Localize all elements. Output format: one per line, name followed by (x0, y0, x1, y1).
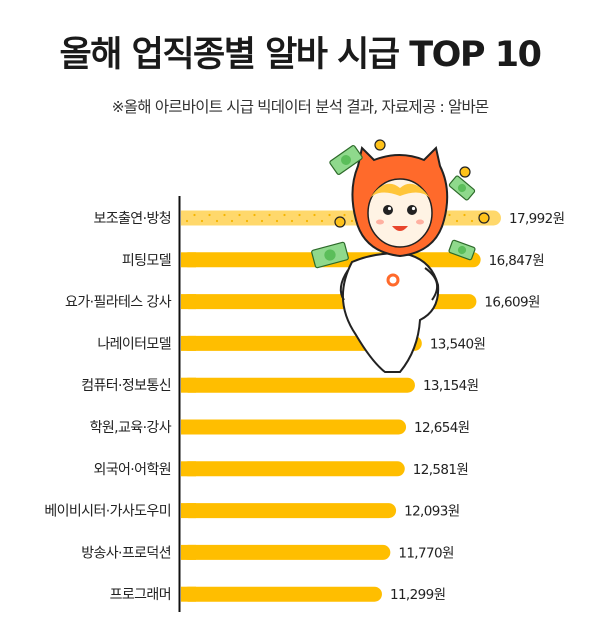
bar-texture-dot (455, 219, 459, 223)
mascot-eye-left (383, 205, 393, 215)
bar-5 (181, 377, 415, 393)
bar-texture-dot (223, 213, 226, 217)
coin-icon (478, 212, 490, 224)
bar-texture-dot (185, 219, 189, 223)
money-bill-center (457, 183, 467, 193)
bar-texture-dot (283, 213, 286, 217)
category-label: 학원,교육·강사 (90, 420, 172, 436)
category-label: 베이비시터·가사도우미 (44, 504, 171, 520)
bar-texture-dot (305, 219, 309, 223)
coin-icon (459, 166, 471, 178)
category-label: 방송사·프로덕션 (81, 545, 171, 561)
coin-icon (334, 216, 346, 228)
bar-9-left-cap (181, 544, 196, 560)
bar-texture-dot (350, 219, 354, 223)
mascot-hair (370, 183, 430, 198)
mascot-cheek (416, 219, 424, 225)
bar-texture-dot (343, 213, 346, 217)
mascot-arm-right (424, 267, 439, 301)
bar-8-left-cap (181, 503, 196, 519)
bar-texture-dot (208, 213, 211, 217)
bar-texture-dot (230, 219, 234, 223)
value-label: 17,992원 (509, 211, 564, 227)
category-label: 프로그래머 (110, 587, 171, 603)
bar-texture-dot (328, 213, 331, 217)
bar-texture-dot (200, 219, 204, 223)
value-label: 12,093원 (404, 504, 459, 520)
bar-texture-dot (260, 219, 264, 223)
bar-8 (181, 503, 397, 519)
coin-icon (374, 139, 386, 151)
value-label: 13,540원 (430, 336, 485, 352)
bar-2-left-cap (181, 252, 196, 268)
bar-texture-dot (268, 213, 271, 217)
bar-texture-dot (245, 219, 249, 223)
value-label: 11,770원 (398, 545, 453, 561)
category-label: 나레이터모델 (97, 336, 171, 352)
value-label: 13,154원 (423, 378, 478, 394)
bar-7 (181, 461, 405, 477)
mascot-eye-right (407, 205, 417, 215)
money-bill-center (324, 249, 336, 261)
mascot-face (367, 178, 433, 248)
bar-texture-dot (290, 219, 294, 223)
value-label: 12,654원 (414, 420, 469, 436)
bar-5-left-cap (181, 377, 196, 393)
category-label: 컴퓨터·정보통신 (81, 378, 171, 394)
mascot-mouth (392, 226, 408, 231)
money-bill-center (457, 245, 467, 255)
bar-3-left-cap (181, 294, 196, 310)
value-labels: 17,992원 16,847원 16,609원 13,540원 13,154원 12,65… (390, 211, 565, 603)
category-label: 피팅모델 (122, 253, 171, 269)
bar-texture-dot (463, 213, 466, 217)
bar-texture-dot (313, 213, 316, 217)
bar-texture-dot (470, 219, 474, 223)
mascot-arm-left (339, 269, 349, 301)
money-bill-icon (311, 241, 349, 269)
bar-6-left-cap (181, 419, 196, 435)
bar-9 (181, 544, 391, 560)
bar-texture-dot (275, 219, 279, 223)
bar-7-left-cap (181, 461, 196, 477)
bar-6 (181, 419, 407, 435)
mascot-eye-shine (387, 206, 392, 211)
value-label: 16,847원 (489, 253, 544, 269)
bar-10-left-cap (181, 586, 196, 602)
bar-texture-dot (215, 219, 219, 223)
bar-texture-dot (253, 213, 256, 217)
bar-texture-dot (320, 219, 324, 223)
money-bill-center (341, 155, 351, 165)
bar-texture-dot (298, 213, 301, 217)
value-label: 11,299원 (390, 587, 445, 603)
bar-10 (181, 586, 382, 602)
money-bill-icon (448, 239, 476, 261)
value-label: 16,609원 (484, 295, 539, 311)
mascot-eye-shine (411, 206, 416, 211)
bar-texture-dot (193, 213, 196, 217)
bar-texture-dot (448, 213, 451, 217)
category-label: 요가·필라테스 강사 (65, 295, 172, 311)
value-label: 12,581원 (413, 462, 468, 478)
chart-title: 올해 업직종별 알바 시급 TOP 10 (59, 35, 542, 75)
mascot-cheek (376, 219, 384, 225)
category-label: 외국어·어학원 (93, 462, 171, 478)
category-label: 보조출연·방청 (93, 211, 171, 227)
bars-group (181, 210, 501, 602)
mascot-body (342, 252, 440, 373)
money-bill-icon (329, 145, 363, 175)
chart-subtitle: ※올해 아르바이트 시급 빅데이터 분석 결과, 자료제공 : 알바몬 (111, 98, 490, 116)
bar-1-left-cap (181, 210, 196, 226)
money-bill-icon (448, 175, 476, 201)
mascot-logo-icon (386, 273, 400, 287)
bar-4-left-cap (181, 335, 196, 351)
mascot-illustration (311, 139, 490, 373)
bar-texture-dot (238, 213, 241, 217)
